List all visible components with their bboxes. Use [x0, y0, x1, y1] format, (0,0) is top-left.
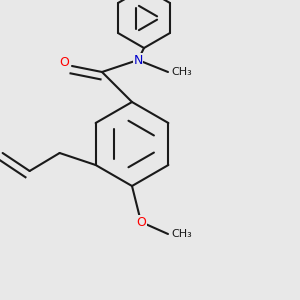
Text: CH₃: CH₃ — [171, 67, 192, 77]
Text: O: O — [60, 56, 69, 70]
Text: CH₃: CH₃ — [171, 229, 192, 239]
Text: N: N — [133, 53, 143, 67]
Text: O: O — [136, 215, 146, 229]
